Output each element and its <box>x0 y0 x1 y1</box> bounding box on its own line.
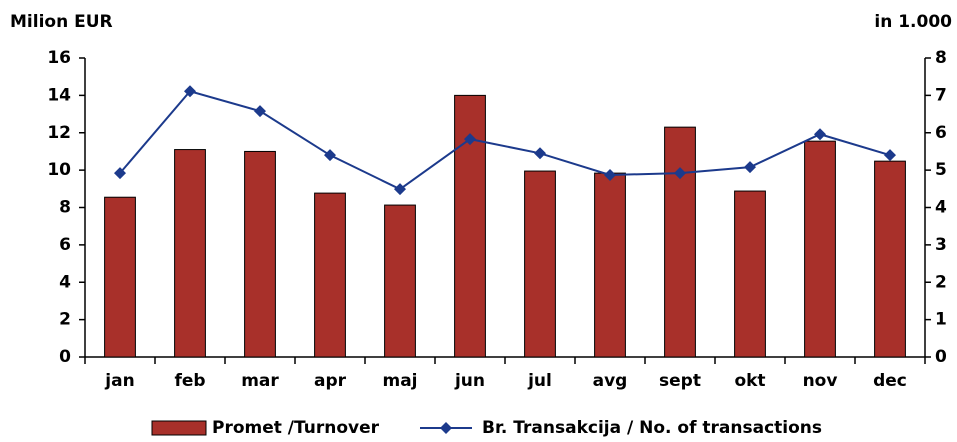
marker <box>814 128 826 141</box>
bar <box>174 149 206 358</box>
y2-tick-label: 7 <box>935 85 947 105</box>
x-tick-label: dec <box>873 371 907 391</box>
x-tick-label: jun <box>454 371 485 391</box>
marker <box>324 149 336 162</box>
marker <box>744 161 756 174</box>
x-tick-label: sept <box>659 371 701 391</box>
bar <box>314 192 346 358</box>
x-tick-label: maj <box>382 371 417 391</box>
y2-tick-label: 2 <box>935 272 947 292</box>
y2-tick-label: 6 <box>935 123 947 143</box>
marker <box>114 167 126 180</box>
x-tick-label: jan <box>104 371 134 391</box>
bar <box>594 172 626 358</box>
x-tick-label: avg <box>593 371 628 391</box>
bar <box>384 204 416 358</box>
y-tick-label: 16 <box>47 48 71 68</box>
x-tick-label: apr <box>314 371 347 391</box>
y2-tick-label: 3 <box>935 235 947 255</box>
x-tick-label: nov <box>803 371 838 391</box>
legend-swatch <box>151 420 207 436</box>
y2-tick-label: 4 <box>935 198 947 218</box>
bar <box>804 140 836 358</box>
marker <box>254 105 266 118</box>
marker <box>604 168 616 181</box>
y-tick-label: 0 <box>59 347 71 367</box>
x-tick-label: okt <box>734 371 765 391</box>
y2-tick-label: 8 <box>935 48 947 68</box>
y2-tick-label: 5 <box>935 160 947 180</box>
bar <box>524 170 556 358</box>
y-tick-label: 2 <box>59 310 71 330</box>
bar <box>104 196 136 358</box>
bar <box>734 190 766 358</box>
bar <box>874 160 906 358</box>
marker <box>534 147 546 160</box>
x-tick-label: jul <box>527 371 552 391</box>
legend-label: Br. Transakcija / No. of transactions <box>482 418 822 438</box>
bar <box>244 150 276 358</box>
marker <box>184 85 196 98</box>
x-tick-label: feb <box>174 371 205 391</box>
marker <box>884 149 896 162</box>
legend-label: Promet /Turnover <box>212 418 380 438</box>
marker <box>394 183 406 196</box>
y-tick-label: 12 <box>47 123 71 143</box>
y-axis-title: Milion EUR <box>10 12 113 32</box>
legend-marker <box>440 422 452 434</box>
marker <box>464 133 476 146</box>
y-tick-label: 8 <box>59 198 71 218</box>
y-tick-label: 6 <box>59 235 71 255</box>
marker <box>674 167 686 180</box>
y2-axis-title: in 1.000 <box>874 12 952 32</box>
y2-tick-label: 1 <box>935 310 947 330</box>
y-tick-label: 4 <box>59 272 71 292</box>
line <box>119 90 891 191</box>
y-tick-label: 14 <box>47 85 71 105</box>
x-tick-label: mar <box>241 371 279 391</box>
y2-tick-label: 0 <box>935 347 947 367</box>
bar <box>664 126 696 358</box>
y-tick-label: 10 <box>47 160 71 180</box>
